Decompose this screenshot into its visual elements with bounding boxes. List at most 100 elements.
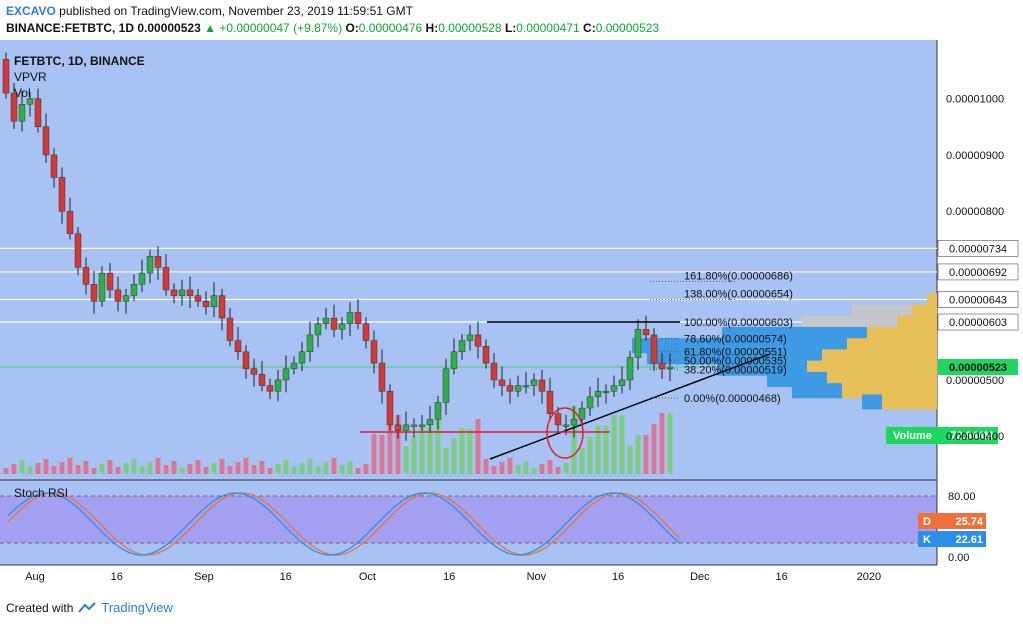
plot-background	[0, 40, 937, 480]
footer-brand[interactable]: TradingView	[101, 600, 173, 615]
stoch-axis-tick: 0.00	[948, 552, 969, 564]
volume-bar	[419, 426, 425, 474]
candle-body	[306, 334, 314, 353]
volume-bar	[3, 468, 9, 474]
volume-bar	[531, 468, 537, 474]
legend-vpvr[interactable]: VPVR	[14, 70, 47, 84]
author-name[interactable]: EXCAVO	[6, 4, 56, 18]
high-value: 0.00000528	[438, 21, 502, 35]
candle-body	[18, 104, 26, 122]
candle-body	[442, 368, 450, 403]
candle-body	[586, 396, 594, 409]
tradingview-logo-icon	[78, 601, 97, 613]
candle-body	[426, 419, 434, 426]
volume-bar	[331, 458, 337, 474]
volume-bar	[27, 467, 33, 474]
volume-bar	[219, 459, 225, 474]
volume-bar	[515, 465, 521, 474]
time-axis-tick: Sep	[194, 571, 214, 583]
highlight-circle	[546, 407, 584, 459]
candle-body	[650, 334, 658, 364]
volume-tag-value: 72.844M	[950, 430, 993, 442]
volume-bar	[99, 464, 105, 474]
candle-body	[570, 419, 578, 426]
volume-bar	[163, 465, 169, 474]
volume-bar	[635, 435, 641, 474]
volume-bar	[107, 460, 113, 474]
volume-bar	[83, 461, 89, 474]
time-axis-tick: Oct	[359, 571, 376, 583]
volume-bar	[627, 446, 633, 474]
candle-body	[658, 362, 666, 369]
volume-bar	[339, 465, 345, 474]
level-tag	[937, 291, 1019, 308]
candle-body	[98, 272, 106, 302]
candle-body	[522, 385, 530, 388]
volume-bar	[563, 463, 569, 474]
price-chart[interactable]: 0.00000734 0.00000692 0.00000643 0.00000603…	[0, 40, 1023, 595]
volume-bar	[643, 435, 649, 474]
candle-body	[66, 210, 74, 234]
volume-bar	[323, 462, 329, 474]
candle-body	[106, 272, 114, 291]
candle-body	[218, 295, 226, 319]
volume-bar	[475, 419, 481, 474]
volume-bar	[395, 415, 401, 474]
legend-symbol[interactable]: FETBTC, 1D, BINANCE	[14, 54, 145, 68]
volume-bar	[59, 462, 65, 474]
candle-body	[298, 351, 306, 364]
level-tag	[937, 263, 1019, 281]
legend-vol[interactable]: Vol	[14, 86, 31, 100]
candle-body	[74, 233, 82, 268]
volume-bar	[203, 467, 209, 474]
candle-body	[554, 413, 562, 426]
fib-level-label: 0.00%(0.00000468)	[684, 393, 781, 405]
candle-body	[498, 379, 506, 386]
candle-body	[250, 368, 258, 375]
time-axis-tick: 16	[776, 571, 788, 583]
candle-body	[330, 317, 338, 330]
volume-bar	[179, 468, 185, 474]
candle-body	[410, 424, 418, 427]
candle-body	[146, 255, 154, 274]
last-price: 0.00000523	[137, 21, 201, 35]
fib-level-label: 100.00%(0.00000603)	[684, 317, 793, 329]
candle-body	[386, 390, 394, 426]
candle-body	[474, 334, 482, 347]
candle-body	[338, 323, 346, 330]
volume-bar	[483, 459, 489, 474]
candle-body	[50, 154, 58, 178]
candle-body	[642, 329, 650, 336]
candle-body	[530, 379, 538, 386]
fib-level-label: 161.80%(0.00000686)	[684, 270, 793, 282]
candle-body	[450, 351, 458, 369]
publish-line: EXCAVO published on TradingView.com, Nov…	[6, 4, 413, 18]
volume-bar	[155, 458, 161, 474]
time-axis-tick: 16	[280, 571, 292, 583]
candle-body	[170, 289, 178, 296]
candle-body	[26, 98, 34, 105]
ascending-trendline	[489, 353, 771, 460]
volume-bar	[259, 461, 265, 474]
candle-body	[274, 379, 282, 392]
stoch-d-letter: D	[923, 516, 931, 528]
vp-row-sell	[792, 383, 842, 399]
level-label: 0.00000692	[949, 267, 1007, 279]
volume-bar	[35, 463, 41, 474]
legend-stoch-rsi[interactable]: Stoch RSI	[14, 486, 68, 500]
level-label: 0.00000734	[949, 243, 1007, 255]
price-axis-tick: 0.00000500	[946, 375, 1004, 387]
volume-bar	[595, 426, 601, 474]
candle-body	[122, 295, 130, 302]
volume-bar	[43, 459, 49, 474]
candle-body	[418, 424, 426, 427]
volume-bar	[363, 464, 369, 474]
volume-bar	[315, 466, 321, 474]
volume-bar	[579, 448, 585, 474]
volume-bar	[19, 460, 25, 474]
vp-row-sell	[862, 394, 882, 410]
volume-bar	[283, 460, 289, 474]
volume-bar	[667, 413, 673, 474]
volume-bar	[299, 463, 305, 474]
ohlc-line: BINANCE:FETBTC, 1D 0.00000523 ▲ +0.00000…	[6, 21, 659, 35]
